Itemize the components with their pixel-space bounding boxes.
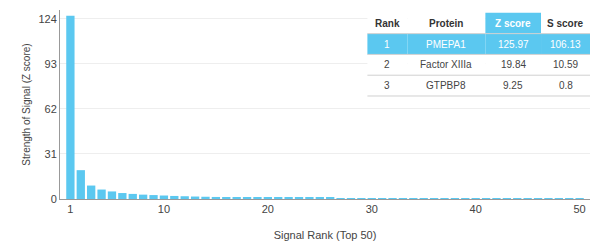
svg-text:124: 124 [38,13,56,25]
svg-text:Protein: Protein [429,18,463,29]
svg-text:50: 50 [573,203,585,215]
svg-text:106.13: 106.13 [550,39,581,50]
svg-text:Strength of Signal (Z score): Strength of Signal (Z score) [21,43,32,165]
svg-text:93: 93 [45,58,57,70]
svg-text:9.25: 9.25 [503,80,523,91]
svg-text:Z score: Z score [495,18,531,29]
svg-text:3: 3 [384,80,390,91]
svg-text:31: 31 [45,148,57,160]
svg-text:2: 2 [384,59,390,70]
svg-text:PMEPA1: PMEPA1 [426,39,466,50]
svg-text:20: 20 [262,203,274,215]
svg-text:10: 10 [158,203,170,215]
svg-text:Factor XIIIa: Factor XIIIa [420,59,472,70]
svg-text:40: 40 [470,203,482,215]
svg-text:0.8: 0.8 [559,80,573,91]
svg-text:1: 1 [67,203,73,215]
svg-text:Rank: Rank [375,18,400,29]
svg-text:19.84: 19.84 [501,59,526,70]
svg-text:10.59: 10.59 [553,59,578,70]
svg-text:1: 1 [384,39,390,50]
svg-text:62: 62 [45,103,57,115]
svg-text:125.97: 125.97 [498,39,529,50]
svg-text:30: 30 [366,203,378,215]
svg-text:GTPBP8: GTPBP8 [426,80,466,91]
svg-text:Signal Rank (Top 50): Signal Rank (Top 50) [274,229,377,241]
svg-text:S score: S score [547,18,584,29]
svg-text:0: 0 [51,193,57,205]
